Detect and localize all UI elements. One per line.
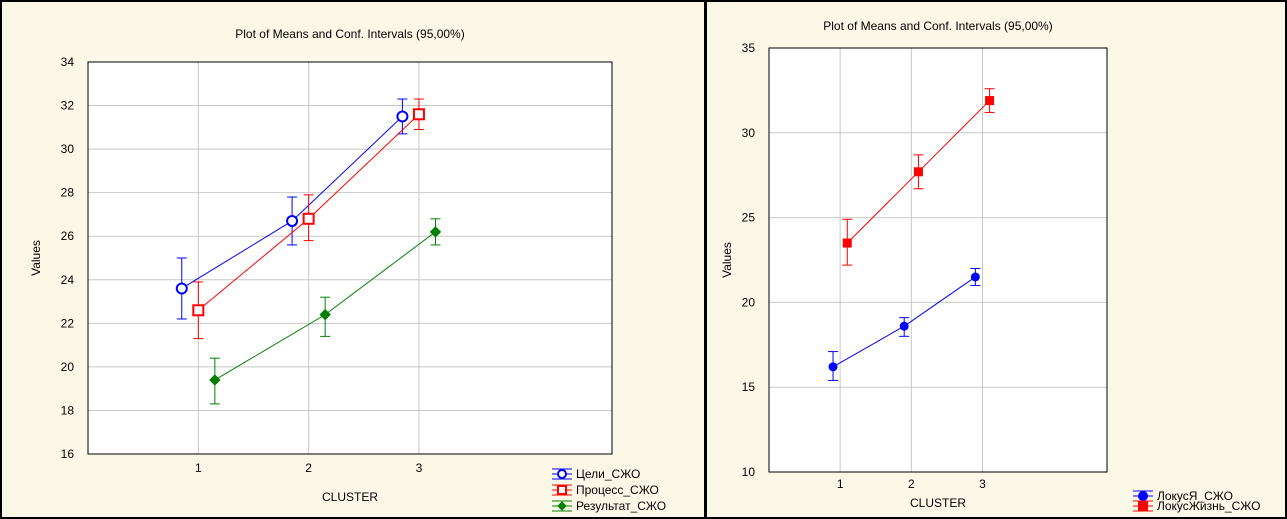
y-tick-label: 15 (742, 380, 756, 394)
series-2 (192, 98, 425, 340)
chart-title: Plot of Means and Conf. Intervals (95,00… (823, 19, 1052, 33)
data-point-marker (899, 321, 909, 331)
y-axis-label: Values (720, 242, 734, 278)
data-point-marker (1138, 491, 1148, 501)
plot-border (87, 61, 613, 455)
data-point-marker (842, 238, 852, 248)
x-tick-label: 1 (837, 477, 844, 491)
y-tick-label: 26 (61, 229, 75, 243)
y-tick-label: 16 (61, 447, 75, 461)
series-1 (828, 267, 981, 381)
x-axis-label: CLUSTER (910, 496, 966, 510)
y-tick-label: 20 (61, 360, 75, 374)
chart-panel-1: 16 18 20 22 24 26 28 30 32 34 1 2 3 Plot of Means and… (0, 0, 706, 519)
x-tick-label: 3 (979, 477, 986, 491)
y-tick-label: 32 (61, 99, 75, 113)
legend-item: Цели_СЖО (552, 467, 640, 481)
plot-area (768, 47, 1108, 473)
data-point-marker (429, 226, 442, 238)
data-point-marker (319, 308, 331, 321)
series-2 (842, 88, 995, 266)
legend-item: ЛокусЖизнь_СЖО (1133, 499, 1260, 513)
y-tick-label: 34 (61, 55, 75, 69)
data-point-marker (175, 282, 188, 295)
series-1 (175, 98, 409, 320)
data-point-marker (557, 485, 567, 495)
y-tick-label: 24 (61, 273, 75, 287)
data-point-marker (557, 469, 567, 479)
data-point-marker (913, 167, 923, 177)
data-point-marker (396, 110, 409, 123)
y-tick-label: 10 (742, 465, 756, 479)
legend-item: Результат_СЖО (552, 499, 666, 513)
plot-border (768, 47, 1108, 473)
plot-area (87, 61, 613, 455)
chart-title: Plot of Means and Conf. Intervals (95,00… (235, 27, 464, 41)
legend-label: ЛокусЖизнь_СЖО (1157, 499, 1260, 513)
data-point-marker (557, 501, 567, 511)
y-axis-label: Values (29, 240, 43, 276)
y-tick-label: 30 (742, 126, 756, 140)
legend-label: ЛокусЯ_СЖО (1157, 489, 1233, 503)
data-point-marker (302, 212, 315, 225)
data-point-marker (1138, 501, 1148, 511)
data-point-marker (192, 304, 205, 317)
chart-panel-2: 10 15 20 25 30 35 1 2 3 Plot of Means and Conf. I… (705, 0, 1287, 519)
y-tick-label: 22 (61, 316, 75, 330)
x-tick-label: 2 (908, 477, 915, 491)
y-tick-label: 28 (61, 186, 75, 200)
x-tick-label: 1 (195, 461, 202, 475)
data-point-marker (412, 108, 425, 121)
data-point-marker (970, 272, 980, 282)
data-point-marker (286, 214, 299, 227)
x-tick-label: 2 (305, 461, 312, 475)
x-axis-label: CLUSTER (322, 490, 378, 504)
legend-label: Процесс_СЖО (576, 483, 659, 497)
y-tick-label: 30 (61, 142, 75, 156)
y-tick-label: 35 (742, 41, 756, 55)
series-3 (209, 218, 442, 405)
y-tick-label: 18 (61, 403, 75, 417)
legend-item: ЛокусЯ_СЖО (1133, 489, 1233, 503)
data-point-marker (209, 374, 221, 386)
data-point-marker (828, 362, 838, 372)
legend-label: Цели_СЖО (576, 467, 640, 481)
y-tick-label: 20 (742, 295, 756, 309)
data-point-marker (985, 96, 995, 106)
x-tick-label: 3 (416, 461, 423, 475)
legend-item: Процесс_СЖО (552, 483, 659, 497)
y-tick-label: 25 (742, 211, 756, 225)
legend-label: Результат_СЖО (576, 499, 666, 513)
